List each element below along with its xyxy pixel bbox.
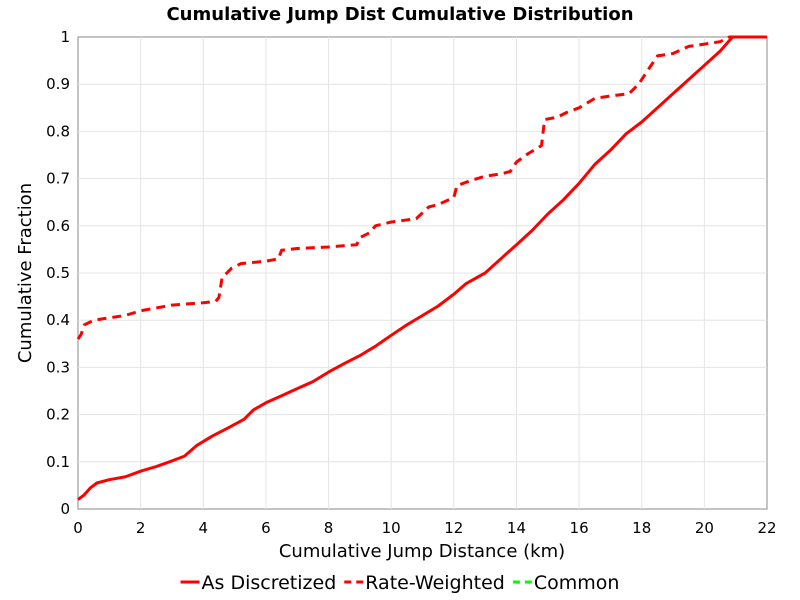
y-tick-label: 0.3 — [46, 358, 70, 376]
y-tick-label: 0.5 — [46, 264, 70, 282]
y-tick-label: 0.1 — [46, 453, 70, 471]
legend-label: Rate-Weighted — [365, 572, 505, 594]
y-tick-label: 0.4 — [46, 311, 70, 329]
y-tick-label: 0.2 — [46, 406, 70, 424]
y-tick-label: 0.7 — [46, 170, 70, 188]
series-lines — [76, 35, 767, 501]
y-tick-label: 0.6 — [46, 217, 70, 235]
y-tick-label: 1 — [60, 28, 70, 46]
legend-label: Common — [534, 572, 620, 594]
x-tick-label: 12 — [444, 519, 463, 537]
x-tick-label: 10 — [382, 519, 401, 537]
y-tick-label: 0 — [60, 500, 70, 518]
y-tick-label: 0.8 — [46, 122, 70, 140]
x-tick-label: 20 — [695, 519, 714, 537]
chart-title: Cumulative Jump Dist Cumulative Distribu… — [166, 4, 633, 25]
x-tick-label: 2 — [136, 519, 146, 537]
y-tick-label: 0.9 — [46, 75, 70, 93]
x-tick-label: 4 — [198, 519, 208, 537]
x-tick-label: 14 — [507, 519, 526, 537]
x-tick-label: 8 — [324, 519, 334, 537]
grid-lines — [78, 37, 767, 509]
x-tick-label: 16 — [570, 519, 589, 537]
series-line-rate-weighted — [76, 35, 767, 340]
x-tick-label: 6 — [261, 519, 271, 537]
x-tick-label: 22 — [757, 519, 776, 537]
x-tick-label: 18 — [632, 519, 651, 537]
y-axis-label: Cumulative Fraction — [15, 183, 36, 363]
tick-labels: 0 2 4 6 8 10 12 14 16 18 20 22 0 0.1 0.2 0.3 0.4 0.5 0.6 0.… — [46, 28, 776, 537]
legend-label: As Discretized — [202, 572, 337, 594]
x-axis-label: Cumulative Jump Distance (km) — [279, 541, 565, 562]
legend: As Discretized Rate-Weighted Common — [180, 572, 620, 594]
series-line-as-discretized — [77, 35, 767, 501]
x-tick-label: 0 — [73, 519, 83, 537]
